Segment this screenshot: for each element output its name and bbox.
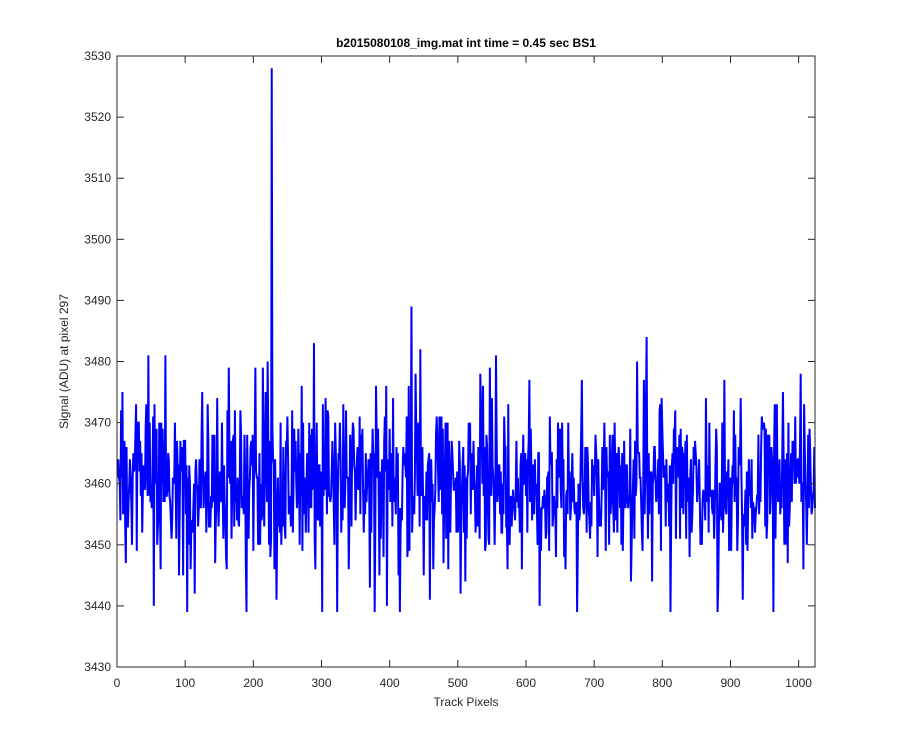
y-tick-label: 3530 [84, 49, 111, 63]
x-tick-label: 900 [720, 676, 740, 690]
y-tick-label: 3450 [84, 538, 111, 552]
series-layer [116, 68, 816, 613]
y-tick-label: 3500 [84, 232, 111, 246]
x-tick-label: 400 [380, 676, 400, 690]
x-tick-label: 1000 [785, 676, 812, 690]
x-tick-label: 800 [652, 676, 672, 690]
x-tick-label: 200 [243, 676, 263, 690]
x-tick-label: 300 [311, 676, 331, 690]
x-tick-label: 700 [584, 676, 604, 690]
y-tick-label: 3470 [84, 416, 111, 430]
x-axis-title: Track Pixels [434, 695, 499, 709]
y-tick-label: 3480 [84, 355, 111, 369]
y-tick-label: 3440 [84, 599, 111, 613]
x-tick-label: 100 [175, 676, 195, 690]
y-tick-label: 3490 [84, 293, 111, 307]
y-axis-title: Signal (ADU) at pixel 297 [57, 294, 71, 429]
x-tick-label: 500 [448, 676, 468, 690]
chart-title: b2015080108_img.mat int time = 0.45 sec … [336, 36, 596, 50]
y-tick-label: 3510 [84, 171, 111, 185]
x-tick-label: 0 [114, 676, 121, 690]
y-axis: 3430 3440 3450 3460 3470 3480 3490 3500 3510 3520… [84, 49, 815, 674]
y-tick-label: 3430 [84, 660, 111, 674]
y-tick-label: 3460 [84, 477, 111, 491]
x-tick-label: 600 [516, 676, 536, 690]
y-tick-label: 3520 [84, 110, 111, 124]
series-line [116, 68, 816, 613]
x-axis: 0 100 200 300 400 500 600 700 800 900 1000 [114, 56, 812, 690]
